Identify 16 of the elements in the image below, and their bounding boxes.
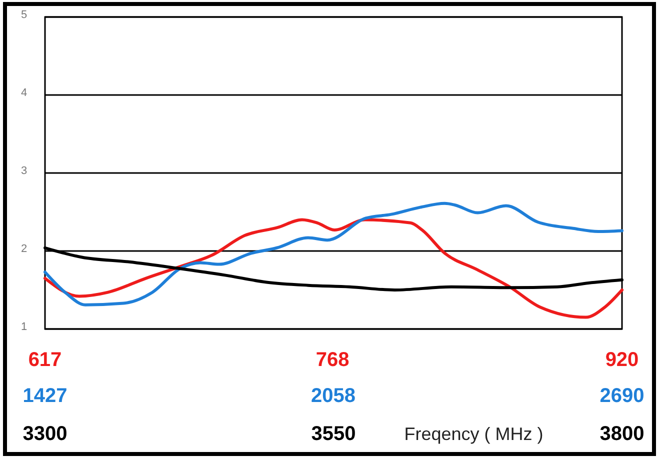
x-tick-label: 2058 — [311, 385, 356, 407]
x-tick-label: 3550 — [311, 423, 356, 445]
y-tick-label: 3 — [20, 165, 28, 178]
x-tick-label: 3800 — [600, 423, 644, 445]
x-tick-label: 617 — [28, 349, 62, 371]
x-tick-label: 2690 — [600, 385, 644, 407]
line-series — [44, 218, 624, 319]
y-tick-label: 5 — [20, 9, 28, 22]
x-axis-title: Freqency ( MHz ) — [404, 424, 544, 444]
x-tick-label: 768 — [316, 349, 350, 371]
x-tick-label: 3300 — [22, 423, 68, 445]
y-tick-label: 2 — [20, 243, 28, 256]
x-tick-label: 1427 — [22, 385, 68, 407]
y-tick-label: 4 — [20, 87, 28, 100]
y-tick-label: 1 — [20, 321, 28, 334]
x-tick-label: 920 — [605, 349, 639, 371]
